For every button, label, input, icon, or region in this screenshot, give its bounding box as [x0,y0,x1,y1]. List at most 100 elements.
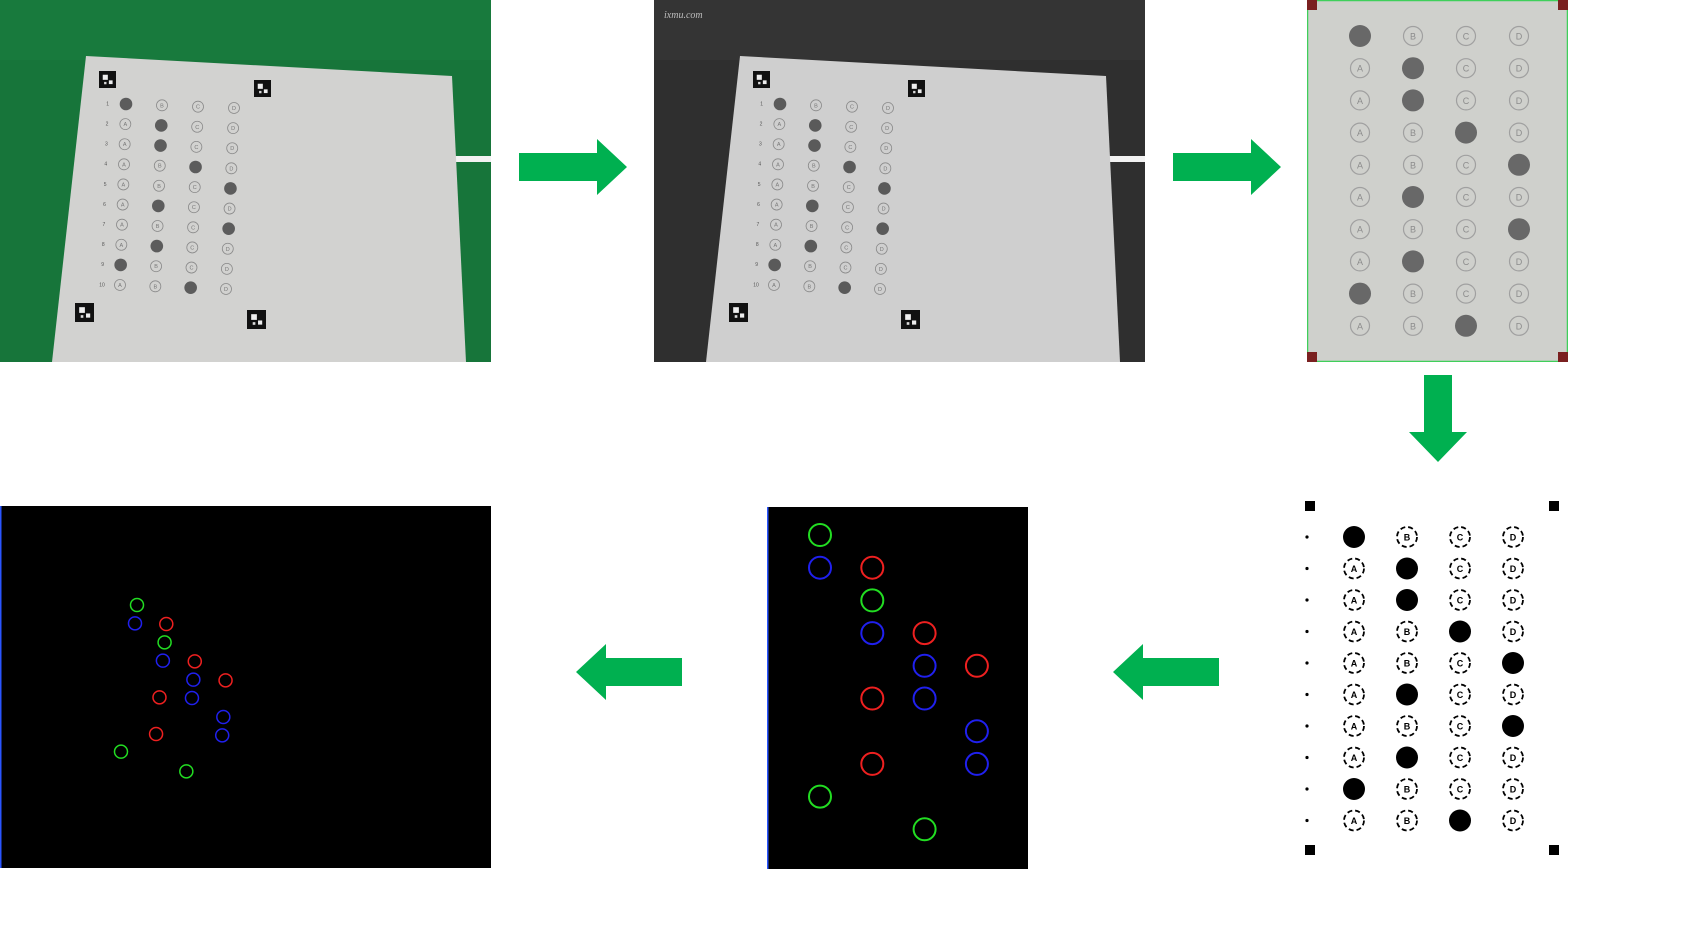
filled-bubble [1343,778,1365,800]
grading-circle-green [912,817,937,842]
bubble-letter: C [1457,690,1464,700]
photo-input-panel: 1 B C D 2 A C D 3 A C D 4 A B D 5 A B C 6 A C D 7 A B C 8 A C D 9 B C D 10 A B… [0,0,491,362]
bubble-letter: A [1357,321,1363,331]
empty-bubble [1343,557,1365,580]
bubble-letter: D [880,247,884,253]
fiducial-marker-tl [99,71,116,88]
empty-bubble [1508,122,1530,143]
filled-bubble [184,281,197,294]
bubble-letter: C [191,225,195,231]
filled-bubble [768,258,781,272]
empty-bubble [768,279,780,291]
bubble-letter: A [120,223,124,229]
question-number: 3 [105,142,108,148]
filled-bubble [150,239,164,253]
edge-speck [1305,566,1309,571]
arrow-left-icon [1113,644,1219,700]
empty-bubble [1343,589,1365,611]
grading-circle-blue [860,621,885,646]
empty-bubble [881,122,894,135]
bubble-letter: C [1457,564,1464,574]
bubble-letter: D [232,106,236,112]
bubble-letter: C [1463,32,1470,42]
grading-circle-red [912,621,937,646]
edge-speck [1305,787,1309,791]
filled-bubble [154,119,168,132]
empty-bubble [879,162,892,175]
arrow-right-icon [519,139,627,195]
bubble-letter: C [190,245,194,251]
empty-bubble [192,100,204,113]
empty-bubble [1349,315,1371,336]
fiducial-marker-bl [75,303,94,322]
bubble-letter: A [122,162,126,168]
corner-marker [1549,845,1559,855]
grading-circle-blue [912,686,937,711]
bubble-letter: C [850,105,854,111]
bubble-letter: D [1516,321,1523,331]
question-number: 7 [102,222,105,228]
empty-bubble [1402,219,1424,240]
overlay-background [0,506,491,868]
filled-bubble [876,222,889,235]
bubble-letter: C [849,125,853,131]
empty-bubble [114,279,126,291]
question-number: 8 [756,242,759,248]
empty-bubble [1343,746,1365,769]
question-number: 2 [106,121,109,127]
bubble-letter: C [189,266,193,272]
empty-bubble [1449,526,1471,548]
bubble-letter: A [777,122,781,128]
empty-bubble [226,142,239,155]
empty-bubble [188,201,200,214]
bubble-letter: C [193,185,197,191]
empty-bubble [880,142,893,155]
corner-marker [1558,0,1568,10]
empty-bubble [1449,589,1471,611]
empty-bubble [220,283,232,295]
empty-bubble [846,100,858,113]
filled-bubble [1508,218,1530,241]
filled-bubble [119,97,133,111]
bubble-letter: D [230,146,234,152]
projected-circle-red [187,654,203,669]
empty-bubble [116,198,129,211]
bubble-letter: A [1357,193,1363,203]
empty-bubble [874,262,887,275]
edge-speck [1305,629,1309,634]
empty-bubble [1502,620,1524,643]
empty-bubble [1502,746,1524,769]
filled-bubble [151,199,165,213]
empty-bubble [1402,25,1424,47]
bubble-letter: D [1516,32,1523,42]
grading-circle-red [860,686,885,711]
empty-bubble [1402,122,1424,143]
empty-bubble [807,179,819,192]
empty-bubble [770,218,782,231]
bubble-letter: D [228,207,232,213]
empty-bubble [1508,58,1530,79]
grading-circle-red [964,653,989,678]
bubble-letter: D [878,287,882,293]
empty-bubble [191,120,204,133]
empty-bubble [119,118,132,131]
filled-bubble [1396,683,1418,706]
edge-speck [1305,598,1309,602]
bubble-letter: C [192,205,196,211]
projected-circle-blue [214,728,230,743]
empty-bubble [185,261,198,274]
question-number: 6 [757,202,760,208]
filled-bubble [804,239,818,253]
projected-circle-blue [127,616,143,631]
bubble-letter: A [1351,753,1358,763]
bubble-letter: D [1516,257,1523,267]
bubble-letter: B [812,164,816,170]
overlay-on-photo-panel [0,506,491,868]
empty-bubble [1349,58,1371,79]
projected-circle-blue [216,709,231,725]
bubble-letter: A [1351,564,1358,574]
flow-arrow-1 [519,139,627,195]
flow-arrow-2 [1173,139,1281,195]
filled-bubble [1343,526,1365,548]
filled-bubble [1349,282,1371,305]
